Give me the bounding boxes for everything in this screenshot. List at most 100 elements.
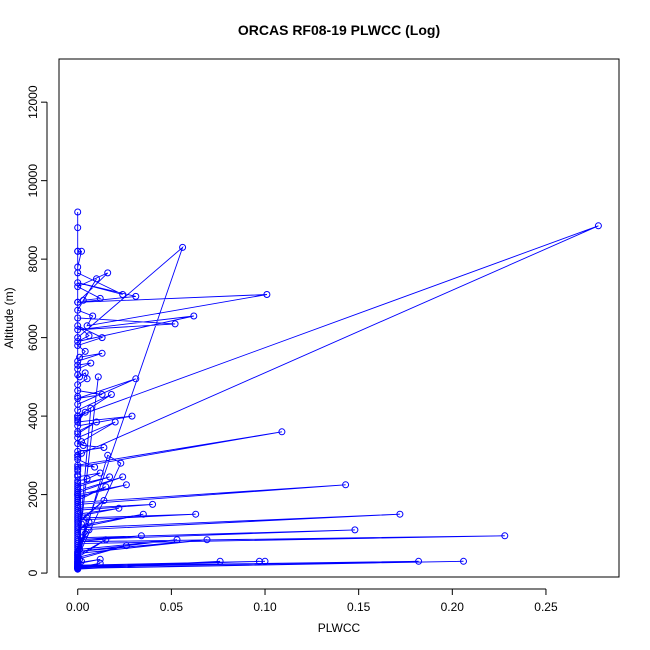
data-point [74,334,82,342]
data-point [85,526,93,534]
y-tick-label: 10000 [26,164,40,198]
data-point [100,444,108,451]
data-point [192,510,200,518]
data-point [263,291,271,298]
data-point [594,222,602,230]
data-point [203,536,211,544]
x-tick-label: 0.15 [347,600,371,614]
data-point [74,269,82,277]
data-point [278,428,286,436]
data-point [74,342,82,349]
data-point [81,347,89,355]
data-point [171,320,179,328]
data-point [107,391,115,398]
data-point [76,353,84,361]
data-point [96,559,104,567]
x-tick-label: 0.25 [534,600,558,614]
data-point [74,306,82,314]
data-point [96,469,104,477]
data-point [111,418,119,426]
y-tick-label: 6000 [26,324,40,351]
data-point [117,459,125,467]
data-point [81,530,89,538]
data-point [179,243,187,251]
data-point [78,438,85,446]
data-point [85,518,93,526]
data-point [98,391,106,398]
data-point [93,275,100,283]
data-point [74,471,82,479]
data-point [74,279,82,287]
data-point [128,412,136,420]
data-point [173,536,181,544]
data-point [74,283,82,291]
data-point [190,312,198,320]
data-point [74,224,82,232]
data-point [98,334,106,342]
data-point [104,451,112,459]
data-point [74,451,82,459]
data-point [83,475,91,483]
data-point [98,349,106,357]
data-point [342,481,350,489]
data-point [74,430,82,438]
data-point [87,359,95,367]
data-point [78,534,85,542]
data-point [74,453,82,461]
x-tick-label: 0.00 [66,600,90,614]
data-point [115,504,123,512]
data-point [81,408,89,416]
chart-title: ORCAS RF08-19 PLWCC (Log) [238,22,440,38]
y-tick-label: 12000 [26,85,40,119]
x-tick-label: 0.10 [253,600,277,614]
data-point [96,555,104,563]
data-point [85,332,93,340]
y-tick-label: 8000 [26,245,40,272]
data-point [83,375,91,383]
plot-area [74,208,602,573]
data-point [93,418,100,426]
data-point [94,373,102,381]
data-point [74,247,82,255]
data-point [74,414,82,422]
y-tick-label: 2000 [26,481,40,508]
data-point [106,473,114,481]
data-point [74,314,82,322]
data-point [74,463,82,471]
y-tick-label: 4000 [26,402,40,429]
data-point [74,357,82,365]
y-axis-label: Altitude (m) [2,287,16,348]
data-point [261,557,269,565]
data-point [104,269,112,277]
data-point [91,463,99,471]
data-point [78,247,85,255]
data-point [74,208,82,216]
x-axis: 0.00 0.05 0.10 0.15 0.20 0.25 [66,588,558,614]
data-point [132,375,140,383]
data-point [78,520,85,528]
data-point [102,483,110,491]
data-point [137,532,145,540]
data-point [74,361,82,369]
data-point [83,322,91,330]
data-point [501,532,509,540]
y-tick-label: 0 [26,569,40,576]
x-tick-label: 0.20 [441,600,465,614]
data-point [74,371,82,379]
data-point [74,322,82,330]
data-point [74,338,82,345]
data-point [74,412,82,420]
data-point [351,526,359,534]
data-point [119,291,127,298]
data-point [122,481,130,489]
y-axis: 0 2000 4000 6000 8000 10000 12000 [26,85,48,576]
data-point [74,298,82,306]
data-point [74,548,82,556]
data-point [74,393,82,400]
x-axis-label: PLWCC [318,621,361,635]
data-point [460,557,467,565]
data-point [96,294,104,302]
data-point [83,514,91,522]
data-point [132,292,140,300]
